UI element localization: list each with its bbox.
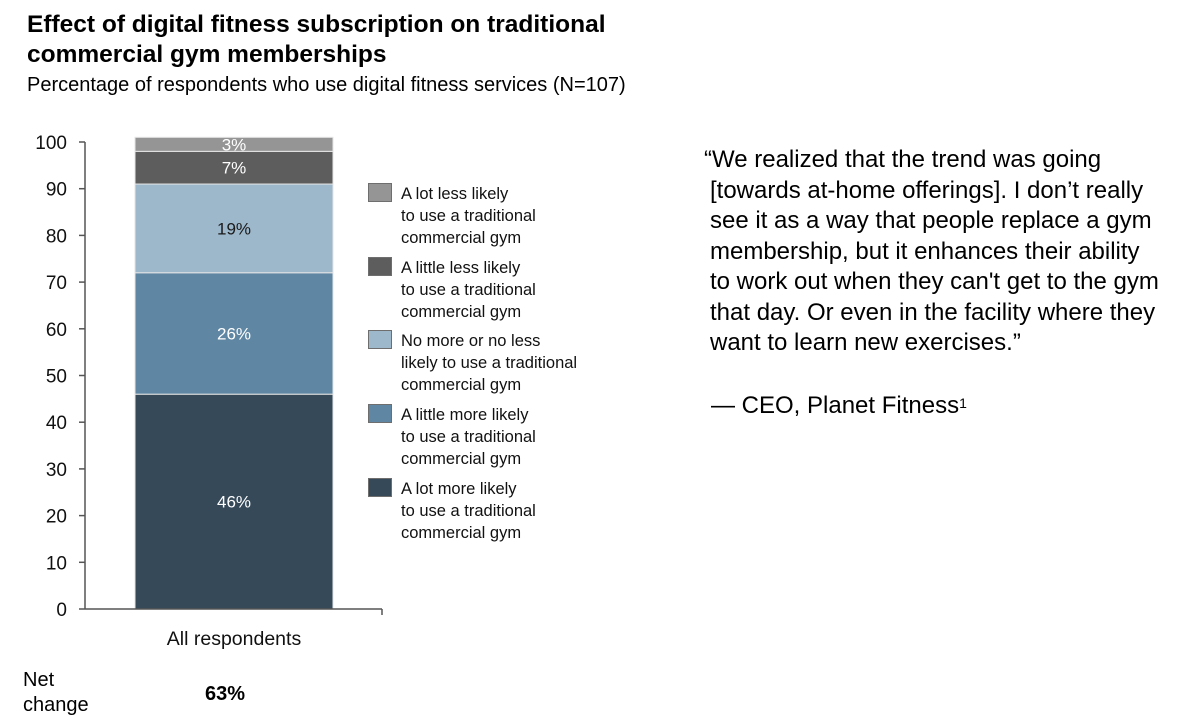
quote-line: see it as a way that people replace a gy…: [710, 207, 1152, 234]
legend-label-line: A lot less likely: [401, 185, 509, 203]
bar-segments: 46% 26% 19% 7% 3%: [134, 135, 334, 610]
quote-line: want to learn new exercises.”: [710, 329, 1021, 356]
bar-segment-label: 3%: [222, 135, 247, 154]
y-tick-label: 10: [46, 553, 67, 574]
bar-segment: [134, 150, 334, 185]
legend-swatch: [368, 257, 392, 276]
y-tick-label: 30: [46, 460, 67, 481]
legend-label-line: likely to use a traditional: [401, 354, 578, 372]
legend-swatch: [368, 404, 392, 423]
chart-title: Effect of digital fitness subscription o…: [27, 11, 606, 68]
bar-segment: [134, 183, 334, 274]
legend-label-line: A little less likely: [401, 259, 521, 277]
legend-swatch: [368, 330, 392, 349]
legend-label-line: to use a traditional: [401, 502, 536, 520]
y-tick-label: 90: [46, 180, 67, 201]
bar-segment-label: 26%: [217, 324, 251, 343]
quote-line: membership, but it enhances their abilit…: [710, 237, 1140, 265]
legend-label-line: A lot more likely: [401, 480, 517, 498]
bar-segment: [134, 136, 334, 152]
net-change-value: 63%: [205, 683, 246, 705]
footnote-marker: 1: [959, 395, 967, 411]
legend-swatch: [368, 183, 392, 202]
bar-segment-label: 19%: [217, 219, 251, 238]
quote-block: “We realized that the trend was going [t…: [704, 145, 1194, 359]
legend-label: A lot more likely to use a traditional com…: [401, 478, 536, 544]
legend-label-line: to use a traditional: [401, 207, 536, 225]
y-tick-label: 20: [46, 507, 67, 528]
chart-subtitle: Percentage of respondents who use digita…: [27, 74, 626, 96]
bar-segment-label: 7%: [222, 159, 247, 178]
legend-label-line: commercial gym: [401, 524, 522, 542]
x-category-label: All respondents: [167, 628, 302, 650]
legend-label-line: No more or no less: [401, 332, 541, 350]
net-change-label: Net change: [23, 668, 89, 718]
y-tick-label: 50: [46, 367, 67, 388]
stacked-bar-chart: 0 10 20 30 40 50 60 70 80 90 100 46% 26% 19% 7% 3% All…: [35, 133, 383, 650]
y-tick-label: 70: [46, 273, 67, 294]
quote-line: to work out when they can't get to the g…: [710, 268, 1159, 295]
bar-segment-label: 46%: [217, 493, 251, 512]
legend-label: No more or no less likely to use a tradit…: [401, 330, 577, 396]
quote-line: “We realized that the trend was going: [704, 146, 1102, 173]
legend-label: A lot less likely to use a traditional com…: [401, 183, 536, 249]
y-tick-label: 80: [46, 226, 67, 247]
y-tick-label: 60: [46, 320, 67, 341]
net-change-label-line: change: [23, 694, 89, 716]
x-axis: All respondents: [85, 608, 383, 650]
y-tick-label: 0: [56, 600, 67, 621]
legend-swatch: [368, 478, 392, 497]
attribution-text: — CEO, Planet Fitness: [711, 392, 960, 419]
quote-line: [towards at-home offerings]. I don’t rea…: [710, 176, 1144, 204]
y-tick-label: 40: [46, 413, 67, 434]
legend-label-line: commercial gym: [401, 450, 522, 468]
legend-label-line: to use a traditional: [401, 281, 536, 299]
net-change-label-line: Net: [23, 669, 55, 691]
legend-label: A little less likely to use a traditional…: [401, 257, 536, 323]
y-tick-label: 100: [35, 133, 67, 154]
legend-label-line: commercial gym: [401, 303, 522, 321]
legend-label: A little more likely to use a traditional…: [401, 404, 536, 470]
quote-line: that day. Or even in the facility where …: [710, 298, 1156, 326]
legend-label-line: commercial gym: [401, 376, 522, 394]
bar-segment: [134, 393, 334, 610]
legend-label-line: A little more likely: [401, 406, 529, 424]
legend-label-line: commercial gym: [401, 229, 522, 247]
legend-label-line: to use a traditional: [401, 428, 536, 446]
y-axis: 0 10 20 30 40 50 60 70 80 90 100: [35, 133, 86, 621]
quote-attribution: — CEO, Planet Fitness1: [711, 391, 967, 421]
